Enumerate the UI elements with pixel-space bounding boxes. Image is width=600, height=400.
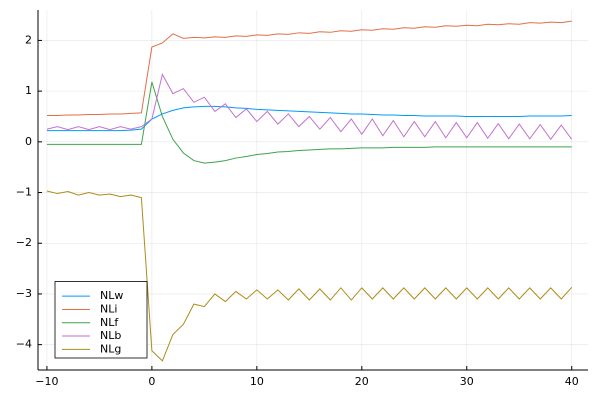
legend-label: NLi bbox=[100, 302, 117, 315]
x-tick-label: 40 bbox=[565, 375, 579, 388]
y-tick-label: 0 bbox=[25, 135, 32, 148]
x-tick-label: 0 bbox=[148, 375, 155, 388]
y-tick-label: 2 bbox=[25, 33, 32, 46]
y-tick-label: −3 bbox=[16, 287, 32, 300]
line bbox=[46, 20, 572, 116]
x-tick-label: −10 bbox=[35, 375, 58, 388]
line bbox=[46, 105, 572, 132]
legend-label: NLf bbox=[100, 316, 119, 329]
y-tick-label: 1 bbox=[25, 84, 32, 97]
legend-box bbox=[54, 281, 148, 359]
line bbox=[46, 81, 572, 164]
legend-label: NLw bbox=[100, 289, 123, 302]
line bbox=[46, 190, 573, 362]
legend-label: NLb bbox=[100, 329, 121, 342]
y-tick-label: −2 bbox=[16, 236, 32, 249]
x-tick-label: 30 bbox=[460, 375, 474, 388]
x-tick-label: 20 bbox=[355, 375, 369, 388]
legend-label: NLg bbox=[100, 342, 121, 355]
x-tick-label: 10 bbox=[250, 375, 264, 388]
y-tick-label: −4 bbox=[16, 338, 32, 351]
line bbox=[46, 73, 573, 141]
y-tick-label: −1 bbox=[16, 186, 32, 199]
